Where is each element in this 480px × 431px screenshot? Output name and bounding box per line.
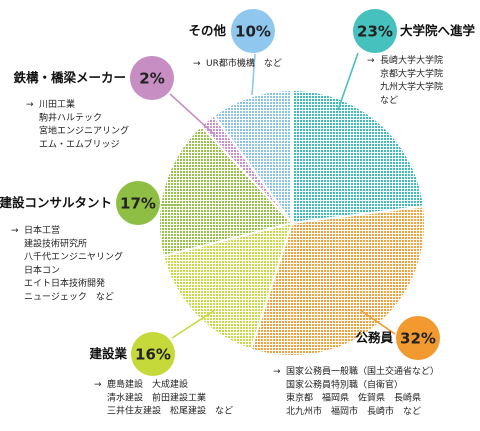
example-text-1-0: 国家公務員一般職（国土交通省など） (286, 365, 439, 377)
category-name-5: その他 (188, 23, 226, 38)
percent-bubble-0 (353, 9, 397, 53)
example-text-3-2: 八千代エンジニヤリング (24, 251, 123, 263)
leader-line-1 (359, 309, 396, 335)
example-text-0-3: など (380, 95, 398, 106)
example-text-0-1: 京都大学大学院 (380, 67, 443, 79)
example-text-1-2: 東京都 福岡県 佐賀県 長崎県 (286, 392, 421, 404)
arrow-icon: → (273, 367, 281, 377)
category-name-2: 建設業 (89, 346, 127, 361)
example-text-2-2: 三井住友建設 松尾建設 など (107, 405, 233, 417)
category-name-1: 公務員 (355, 330, 393, 345)
example-text-4-1: 駒井ハルテック (39, 111, 102, 123)
pie-slices (158, 88, 426, 357)
percent-label-0: 23% (357, 23, 393, 41)
example-text-3-4: エイト日本技術開発 (24, 277, 105, 289)
example-text-5-0: UR都市機構 など (206, 57, 282, 69)
pie-slice-2 (161, 221, 294, 351)
example-text-4-0: 川田工業 (39, 98, 75, 110)
pie-slice-3 (158, 124, 294, 258)
percent-label-5: 10% (235, 23, 271, 41)
example-text-3-3: 日本コン (24, 264, 60, 276)
percent-label-1: 32% (400, 330, 436, 348)
example-text-3-1: 建設技術研究所 (24, 237, 87, 249)
leader-line-5 (251, 53, 256, 96)
example-text-0-0: 長崎大学大学院 (380, 54, 443, 66)
percent-bubble-4 (130, 56, 174, 100)
example-text-1-3: 北九州市 福岡市 長崎市 など (286, 405, 421, 417)
percent-label-3: 17% (120, 195, 156, 213)
leader-lines (161, 52, 396, 339)
leader-line-2 (171, 309, 216, 339)
percent-bubble-3 (116, 181, 160, 225)
example-text-0-2: 九州大学大学院 (380, 81, 443, 93)
pie-slice-1 (249, 205, 426, 357)
leader-line-0 (337, 52, 359, 111)
example-text-2-1: 清水建設 前田建設工業 (107, 391, 206, 403)
example-text-3-5: ニュージェック など (24, 292, 114, 303)
arrow-icon: → (11, 226, 19, 236)
example-text-4-2: 宮地エンジニアリング (39, 125, 129, 137)
arrow-icon: → (193, 59, 201, 69)
percent-bubble-2 (131, 332, 175, 376)
pie-slice-0 (291, 88, 426, 225)
example-text-4-3: エム・エムブリッジ (39, 138, 119, 150)
percent-label-2: 16% (135, 346, 171, 364)
percent-bubble-1 (396, 316, 440, 360)
percent-bubble-5 (231, 9, 275, 53)
percent-label-4: 2% (139, 70, 164, 88)
arrow-icon: → (26, 100, 34, 110)
pie-slice-5 (212, 88, 293, 227)
leader-line-4 (169, 93, 216, 136)
category-name-3: 建設コンサルタント (0, 195, 112, 210)
category-name-0: 大学院へ進学 (400, 23, 476, 38)
example-text-2-0: 鹿島建設 大成建設 (107, 378, 188, 390)
example-text-3-0: 日本工営 (24, 224, 60, 236)
example-text-1-1: 国家公務員特別職（自衛官） (286, 378, 403, 390)
category-name-4: 鉄構・橋梁メーカー (13, 70, 126, 85)
arrow-icon: → (367, 56, 375, 66)
arrow-icon: → (94, 380, 102, 390)
